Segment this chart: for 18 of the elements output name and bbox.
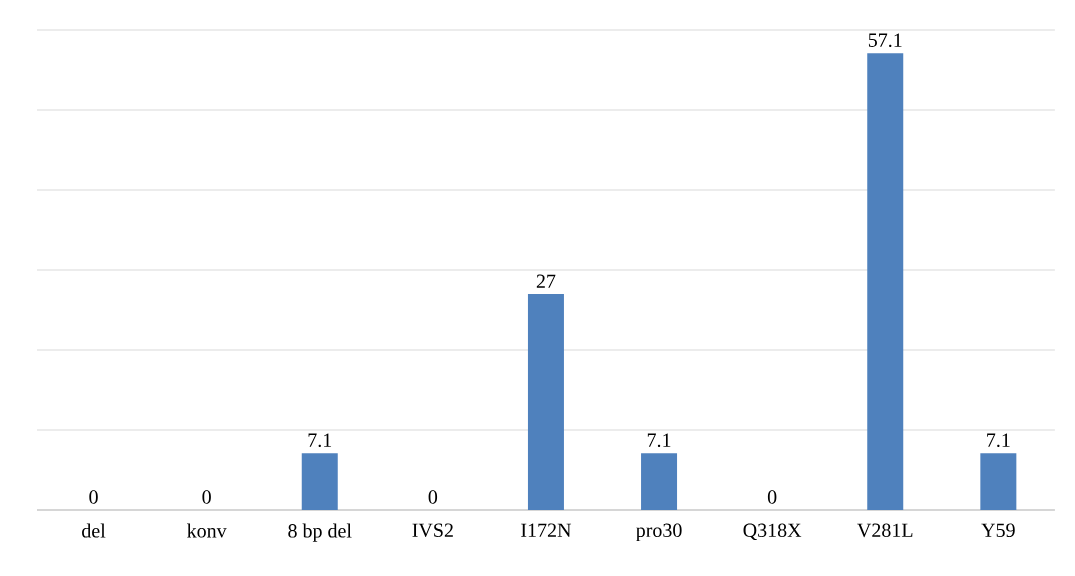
x-tick-label: 8 bp del — [288, 523, 352, 542]
x-tick-label: Y59 — [981, 523, 1015, 537]
x-tick-label: del — [82, 523, 106, 538]
x-tick-label: pro30 — [636, 523, 682, 542]
x-tick-label: V281L — [857, 523, 913, 538]
data-label: 7.1 — [308, 433, 332, 447]
x-tick-label: IVS2 — [412, 523, 453, 538]
x-tick-label: konv — [187, 523, 227, 538]
data-label: 27 — [536, 274, 556, 288]
data-label: 0 — [89, 490, 98, 504]
data-label: 7.1 — [647, 433, 671, 447]
data-label: 0 — [202, 490, 211, 504]
x-tick-label: I172N — [521, 523, 572, 537]
data-label: 0 — [428, 490, 438, 504]
data-label: 0 — [767, 490, 777, 504]
data-label: 57.1 — [868, 33, 902, 47]
x-tick-label: Q318X — [743, 523, 802, 541]
data-label: 7.1 — [987, 433, 1010, 447]
